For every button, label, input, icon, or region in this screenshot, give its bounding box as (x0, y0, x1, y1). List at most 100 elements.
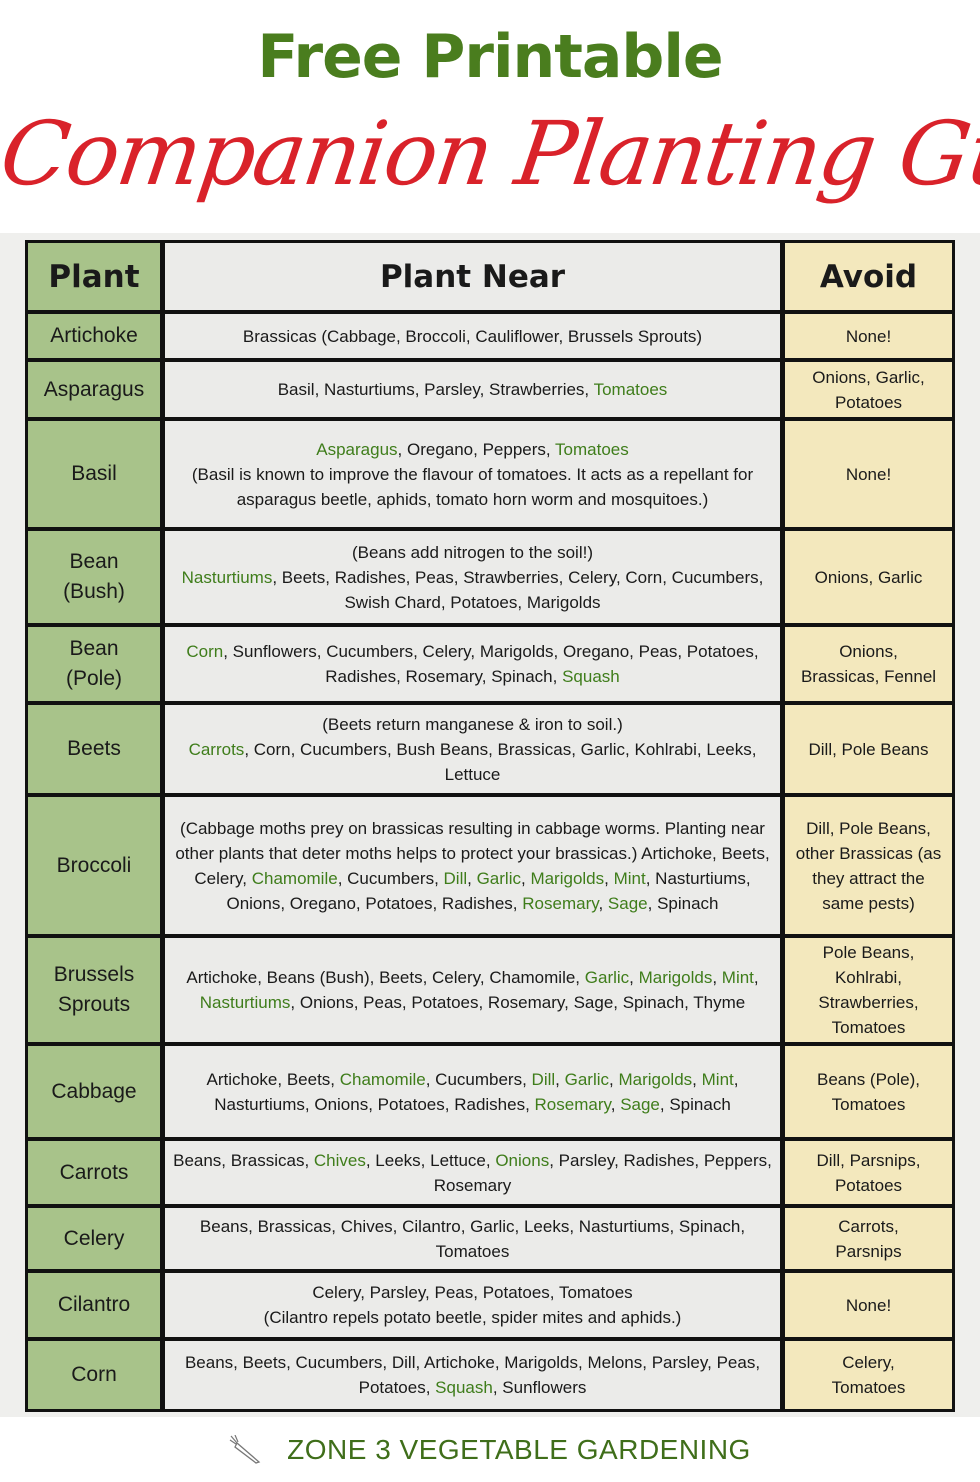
carrot-icon (229, 1434, 261, 1464)
companion-text: , Sunflowers (492, 1378, 587, 1397)
plant-near: Artichoke, Beets, Chamomile, Cucumbers, … (165, 1046, 780, 1137)
companion-text: , (712, 968, 722, 987)
avoid: None! (785, 1273, 952, 1337)
highlighted-companion: Asparagus (316, 439, 398, 459)
highlighted-companion: Dill (531, 1069, 556, 1089)
plant-near-text: Artichoke, Beets, Chamomile, Cucumbers, … (171, 1067, 774, 1117)
plant-name: Carrots (28, 1141, 160, 1204)
highlighted-companion: Nasturtiums (199, 993, 291, 1012)
companion-text: , Nasturtiums, Onions, Oregano, Potatoes… (226, 868, 751, 913)
plant-near-text: Brassicas (Cabbage, Broccoli, Cauliflowe… (243, 324, 702, 349)
avoid: Beans (Pole), Tomatoes (785, 1046, 952, 1137)
footer: ZONE 3 VEGETABLE GARDENING (0, 1417, 980, 1482)
avoid: Dill, Parsnips, Potatoes (785, 1141, 952, 1204)
table-row: Broccoli (Cabbage moths prey on brassicas… (28, 797, 952, 934)
highlighted-companion: Garlic (584, 968, 630, 987)
plant-name: Beets (28, 705, 160, 793)
plant-near: (Cabbage moths prey on brassicas resulti… (165, 797, 780, 934)
plant-name: Cilantro (28, 1273, 160, 1337)
plant-name: Celery (28, 1208, 160, 1269)
plant-near: Artichoke, Beans (Bush), Beets, Celery, … (165, 938, 780, 1042)
companion-text: Artichoke, Beans (Bush), Beets, Celery, … (186, 968, 585, 987)
plant-near-text: Corn, Sunflowers, Cucumbers, Celery, Mar… (171, 639, 774, 689)
plant-name: Basil (28, 421, 160, 527)
avoid: None! (785, 421, 952, 527)
companion-text: , (753, 968, 759, 987)
companion-text: Brassicas (Cabbage, Broccoli, Cauliflowe… (242, 326, 703, 346)
companion-text: , (467, 868, 477, 888)
table-row: Corn Beans, Beets, Cucumbers, Dill, Artic… (28, 1341, 952, 1409)
title-block: Free Printable Companion Planting Guide (0, 0, 980, 233)
companion-text: , (598, 893, 608, 913)
companion-text: , (604, 868, 614, 888)
companion-text: , (520, 868, 531, 888)
highlighted-companion: Rosemary (522, 893, 599, 913)
avoid: Dill, Pole Beans, other Brassicas (as th… (785, 797, 952, 934)
plant-near-text: Celery, Parsley, Peas, Potatoes, Tomatoe… (264, 1280, 682, 1330)
plant-near: Celery, Parsley, Peas, Potatoes, Tomatoe… (165, 1273, 780, 1337)
plant-near: Beans, Beets, Cucumbers, Dill, Artichoke… (165, 1341, 780, 1409)
companion-text: , Leeks, Lettuce, (365, 1150, 496, 1170)
plant-near: (Beets return manganese & iron to soil.)… (165, 705, 780, 793)
header-plant-near: Plant Near (165, 243, 780, 310)
highlighted-companion: Chamomile (339, 1069, 426, 1089)
highlighted-companion: Squash (435, 1378, 493, 1397)
companion-text: , (629, 968, 639, 987)
table-row: Carrots Beans, Brassicas, Chives, Leeks, … (28, 1141, 952, 1204)
header-avoid: Avoid (785, 243, 952, 310)
companion-text: (Beans add nitrogen to the soil!) (352, 542, 593, 562)
highlighted-companion: Garlic (564, 1069, 610, 1089)
highlighted-companion: Rosemary (534, 1094, 611, 1114)
plant-near-text: Artichoke, Beans (Bush), Beets, Celery, … (171, 965, 774, 1015)
table-row: Brussels Sprouts Artichoke, Beans (Bush),… (28, 938, 952, 1042)
table-row: Celery Beans, Brassicas, Chives, Cilantro… (28, 1208, 952, 1269)
plant-near-text: Basil, Nasturtiums, Parsley, Strawberrie… (278, 377, 668, 402)
highlighted-companion: Tomatoes (593, 380, 668, 399)
plant-near-text: (Beets return manganese & iron to soil.)… (171, 712, 774, 787)
plant-near: (Beans add nitrogen to the soil!) Nastur… (165, 531, 780, 623)
plant-near-text: Beans, Brassicas, Chives, Cilantro, Garl… (171, 1214, 774, 1264)
highlighted-companion: Mint (701, 1069, 734, 1089)
companion-text: , Cucumbers, (425, 1069, 532, 1089)
table-row: Cilantro Celery, Parsley, Peas, Potatoes,… (28, 1273, 952, 1337)
avoid: Onions, Garlic (785, 531, 952, 623)
avoid: Pole Beans, Kohlrabi, Strawberries, Toma… (785, 938, 952, 1042)
plant-near-text: Beans, Beets, Cucumbers, Dill, Artichoke… (171, 1350, 774, 1400)
highlighted-companion: Marigolds (638, 968, 713, 987)
avoid: Onions, Garlic, Potatoes (785, 362, 952, 417)
plant-near: Basil, Nasturtiums, Parsley, Strawberrie… (165, 362, 780, 417)
table-row: Asparagus Basil, Nasturtiums, Parsley, St… (28, 362, 952, 417)
table-row: Cabbage Artichoke, Beets, Chamomile, Cucu… (28, 1046, 952, 1137)
table-row: Artichoke Brassicas (Cabbage, Broccoli, C… (28, 314, 952, 358)
plant-name: Broccoli (28, 797, 160, 934)
companion-text: , Parsley, Radishes, Peppers, Rosemary (433, 1150, 772, 1195)
companion-text: , Sunflowers, Cucumbers, Celery, Marigol… (223, 642, 759, 686)
footer-brand: ZONE 3 VEGETABLE GARDENING (287, 1433, 751, 1465)
plant-near: Beans, Brassicas, Chives, Cilantro, Garl… (165, 1208, 780, 1269)
companion-text: , Onions, Peas, Potatoes, Rosemary, Sage… (290, 993, 746, 1012)
avoid: Dill, Pole Beans (785, 705, 952, 793)
companion-text: (Basil is known to improve the flavour o… (191, 464, 754, 509)
highlighted-companion: Chamomile (251, 868, 338, 888)
companion-text: , Nasturtiums, Onions, Potatoes, Radishe… (214, 1069, 739, 1114)
companion-text: (Beets return manganese & iron to soil.) (322, 714, 623, 734)
table-row: Beets (Beets return manganese & iron to s… (28, 705, 952, 793)
avoid: None! (785, 314, 952, 358)
companion-text: Beans, Brassicas, Chives, Cilantro, Garl… (199, 1216, 746, 1261)
highlighted-companion: Squash (562, 667, 620, 686)
companion-text: , (609, 1069, 619, 1089)
companion-text: , (555, 1069, 565, 1089)
avoid: Onions, Brassicas, Fennel (785, 627, 952, 701)
companion-text: Basil, Nasturtiums, Parsley, Strawberrie… (277, 380, 594, 399)
plant-near-text: (Beans add nitrogen to the soil!) Nastur… (171, 540, 774, 615)
plant-near-text: Asparagus, Oregano, Peppers, Tomatoes (B… (171, 437, 774, 512)
highlighted-companion: Marigolds (618, 1069, 693, 1089)
companion-text: Artichoke, Beets, (206, 1069, 340, 1089)
companion-text: , (610, 1094, 621, 1114)
companion-table: Plant Plant Near Avoid Artichoke Brassica… (25, 240, 955, 1412)
companion-text: , Spinach (647, 893, 719, 913)
highlighted-companion: Carrots (188, 739, 245, 759)
highlighted-companion: Onions (495, 1150, 550, 1170)
header-plant: Plant (28, 243, 160, 310)
